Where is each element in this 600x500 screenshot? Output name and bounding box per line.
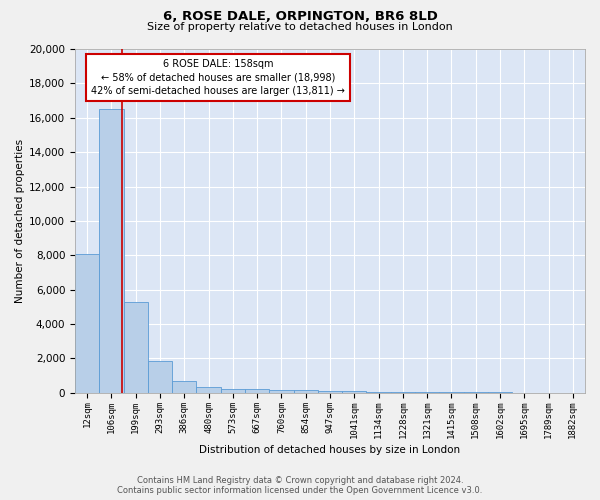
Bar (124, 302, 148, 393)
Bar (439, 392, 464, 393)
Y-axis label: Number of detached properties: Number of detached properties (15, 139, 25, 303)
Bar (293, 390, 318, 393)
Bar (367, 392, 391, 393)
Bar (196, 387, 221, 393)
Bar (269, 390, 293, 393)
Bar (391, 392, 415, 393)
Text: 6 ROSE DALE: 158sqm
← 58% of detached houses are smaller (18,998)
42% of semi-de: 6 ROSE DALE: 158sqm ← 58% of detached ho… (91, 60, 345, 96)
Bar (415, 392, 439, 393)
Bar (148, 361, 172, 393)
Bar (245, 390, 269, 393)
X-axis label: Distribution of detached houses by size in London: Distribution of detached houses by size … (199, 445, 461, 455)
Text: 6, ROSE DALE, ORPINGTON, BR6 8LD: 6, ROSE DALE, ORPINGTON, BR6 8LD (163, 10, 437, 23)
Bar (99, 109, 124, 393)
Bar (318, 390, 342, 393)
Bar (75, 254, 99, 393)
Text: Contains HM Land Registry data © Crown copyright and database right 2024.
Contai: Contains HM Land Registry data © Crown c… (118, 476, 482, 495)
Text: Size of property relative to detached houses in London: Size of property relative to detached ho… (147, 22, 453, 32)
Bar (342, 392, 367, 393)
Bar (221, 389, 245, 393)
Bar (172, 381, 196, 393)
